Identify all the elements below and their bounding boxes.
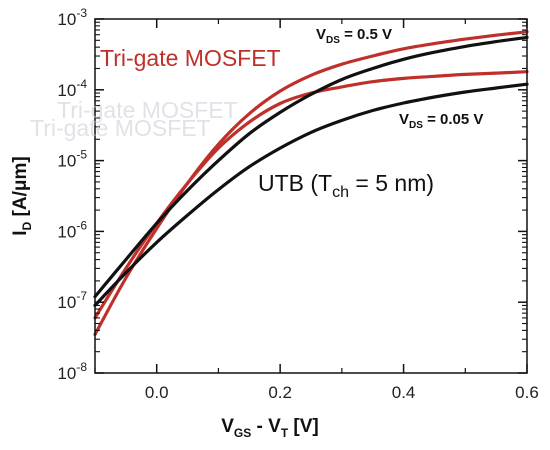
y-tick-label: 10-6 [57, 218, 87, 241]
curves-layer [93, 30, 529, 337]
x-tick-label: 0.2 [268, 383, 292, 402]
plot-frame [94, 18, 528, 374]
series-line-1 [93, 30, 529, 337]
vds-low-label: VDS = 0.05 V [399, 111, 483, 131]
x-axis-label: VGS - VT [V] [221, 416, 319, 440]
y-ticks: 10-8 10-7 10-6 10-5 10-4 10-3 [57, 6, 527, 383]
y-axis-label: ID [A/μm] [10, 156, 34, 235]
y-tick-label: 10-8 [57, 360, 87, 383]
x-tick-label: 0.6 [515, 383, 539, 402]
x-tick-label: 0.4 [392, 383, 416, 402]
trigate-ghost-label-2: Tri-gate MOSFET [30, 115, 211, 141]
series-line-4 [93, 82, 529, 307]
y-tick-label: 10-5 [57, 148, 87, 171]
trigate-ghost-label: Tri-gate MOSFET [57, 97, 238, 123]
trigate-label: Tri-gate MOSFET [100, 45, 281, 71]
y-tick-label: 10-4 [57, 77, 87, 100]
y-tick-label: 10-3 [57, 6, 87, 29]
utb-label: UTB (Tch = 5 nm) [258, 170, 434, 201]
series-line-3 [93, 35, 529, 299]
y-tick-label: 10-7 [57, 289, 87, 312]
vds-high-label: VDS = 0.5 V [316, 26, 392, 46]
x-ticks: 0.0 0.2 0.4 0.6 [94, 19, 539, 402]
x-tick-label: 0.0 [145, 383, 169, 402]
